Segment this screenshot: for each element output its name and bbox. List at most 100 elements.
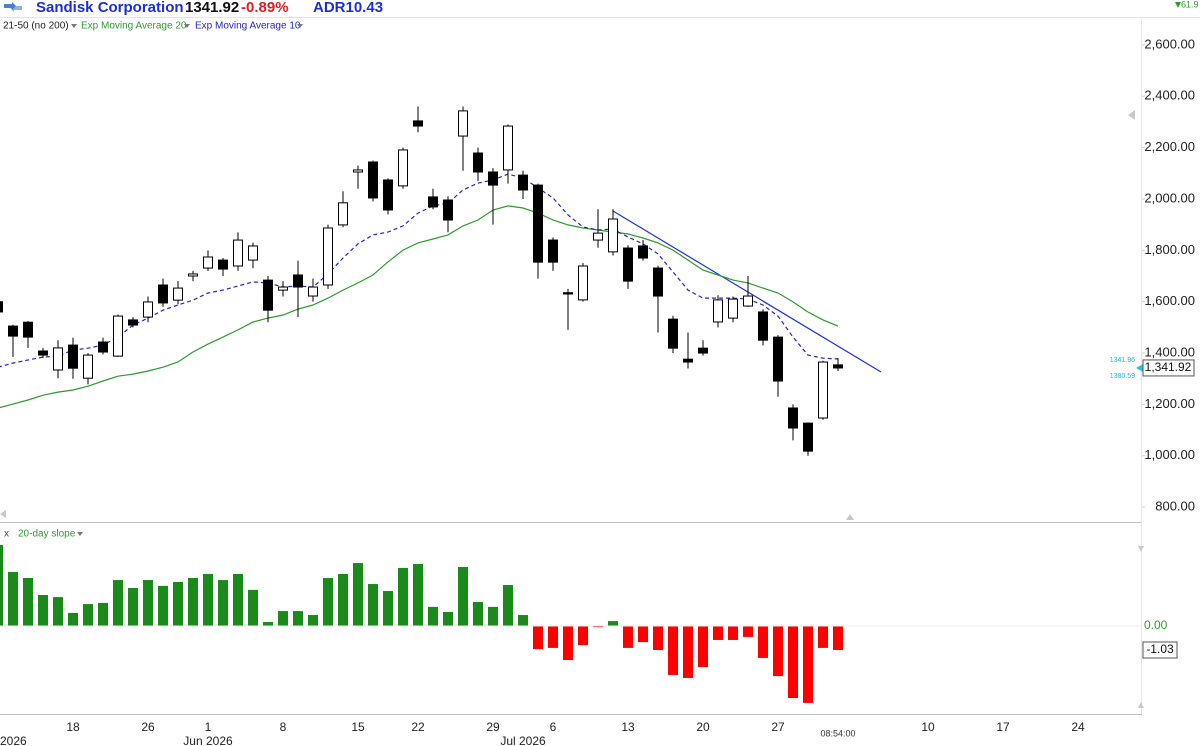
- last-price-label: 1,341.92: [1145, 360, 1192, 374]
- y-tick-label: 2,400.00: [1144, 88, 1195, 103]
- y-tick-label: 1,400.00: [1144, 344, 1195, 359]
- x-tick-label: 13: [621, 720, 635, 734]
- candle-body: [0, 301, 3, 313]
- candle-body: [383, 179, 393, 211]
- candle-body: [413, 120, 423, 127]
- candle-body: [173, 287, 183, 301]
- candle-body: [518, 174, 528, 191]
- symbol-icon[interactable]: [4, 2, 22, 12]
- remove-indicator[interactable]: x: [4, 529, 9, 540]
- candle-body: [398, 149, 408, 187]
- slope-bar: [593, 625, 603, 628]
- time-label: 08:54:00: [820, 728, 855, 738]
- x-tick-label: 29: [486, 720, 500, 734]
- slope-bar: [458, 567, 468, 626]
- slope-bar: [158, 585, 168, 626]
- candle-body: [473, 152, 483, 173]
- y-tick-label: 2,600.00: [1144, 36, 1195, 51]
- indicator-label[interactable]: 21-50 (no 200): [3, 21, 69, 32]
- slope-bar: [533, 625, 543, 650]
- slope-bar: [113, 580, 123, 626]
- candle-body: [563, 292, 573, 295]
- x-tick-label: 17: [996, 720, 1010, 734]
- slope-bar: [428, 606, 438, 626]
- slope-bar: [503, 584, 513, 626]
- indicator-title[interactable]: 20-day slope: [18, 529, 76, 540]
- x-tick-label: 15: [351, 720, 365, 734]
- legend-entry[interactable]: Exp Moving Average 20: [81, 21, 187, 32]
- candle-body: [368, 161, 378, 199]
- average-label: 1380.59: [1110, 373, 1135, 380]
- y-tick-label: 800.00: [1155, 499, 1195, 514]
- candle-body: [83, 354, 93, 379]
- dropdown-arrow[interactable]: [71, 24, 77, 28]
- candle-body: [743, 295, 753, 307]
- y-tick-label: 1,800.00: [1144, 242, 1195, 257]
- last-value-label: -1.03: [1146, 642, 1174, 656]
- candle-body: [728, 298, 738, 319]
- month-label: Jul 2026: [500, 734, 546, 746]
- slope-bar: [548, 625, 558, 648]
- slope-bar: [638, 625, 648, 643]
- month-label: Jun 2026: [183, 734, 233, 746]
- slope-bar: [803, 625, 813, 703]
- candle-body: [713, 299, 723, 323]
- price: 1341.92: [185, 0, 239, 16]
- x-tick-label: 18: [66, 720, 80, 734]
- candle-body: [98, 341, 108, 353]
- candle-body: [113, 315, 123, 357]
- candle-body: [623, 247, 633, 282]
- dropdown-arrow[interactable]: [297, 24, 303, 28]
- last-price-pointer: [1136, 363, 1143, 372]
- legend-entry[interactable]: Exp Moving Average 10: [195, 21, 301, 32]
- slope-bar: [233, 574, 243, 626]
- candle-body: [608, 218, 618, 253]
- slope-bar: [338, 574, 348, 626]
- candle-body: [293, 274, 303, 288]
- scroll-markers[interactable]: [0, 110, 1144, 708]
- slope-bar: [173, 581, 183, 626]
- slope-bar: [383, 591, 393, 626]
- corner-icon: [1175, 2, 1181, 8]
- slope-bar: [0, 544, 3, 626]
- candle-body: [428, 196, 438, 208]
- slope-bar: [713, 625, 723, 640]
- slope-bar: [773, 625, 783, 677]
- candle-body: [203, 256, 213, 269]
- trend-line[interactable]: [612, 210, 882, 373]
- candle-body: [263, 279, 273, 311]
- candle-body: [833, 364, 843, 369]
- slope-bar: [203, 574, 213, 626]
- candle-body: [158, 284, 168, 304]
- average-label: 1341.96: [1110, 357, 1135, 364]
- candle-body: [143, 301, 153, 318]
- candle-body: [638, 245, 648, 259]
- slope-bar: [758, 625, 768, 658]
- symbol-name[interactable]: Sandisk Corporation: [36, 0, 184, 16]
- candle-body: [818, 361, 828, 419]
- slope-bar: [668, 625, 678, 675]
- candle-body: [248, 245, 258, 261]
- candle-body: [488, 171, 498, 186]
- candle-body: [773, 336, 783, 382]
- x-tick-label: 20: [696, 720, 710, 734]
- slope-bar: [83, 604, 93, 626]
- slope-bar: [368, 584, 378, 626]
- slope-bar: [608, 621, 618, 626]
- x-tick-label: 27: [771, 720, 785, 734]
- slope-bar: [323, 577, 333, 626]
- dropdown-arrow[interactable]: [77, 532, 83, 536]
- x-tick-label: 6: [550, 720, 557, 734]
- x-tick-label: 26: [141, 720, 155, 734]
- slope-bar: [293, 611, 303, 626]
- slope-bar: [653, 625, 663, 650]
- slope-bar: [128, 588, 138, 626]
- dropdown-arrow[interactable]: [184, 24, 190, 28]
- plot-area: [0, 106, 843, 703]
- candle-body: [188, 273, 198, 277]
- slope-bar: [488, 606, 498, 626]
- slope-bar: [398, 567, 408, 626]
